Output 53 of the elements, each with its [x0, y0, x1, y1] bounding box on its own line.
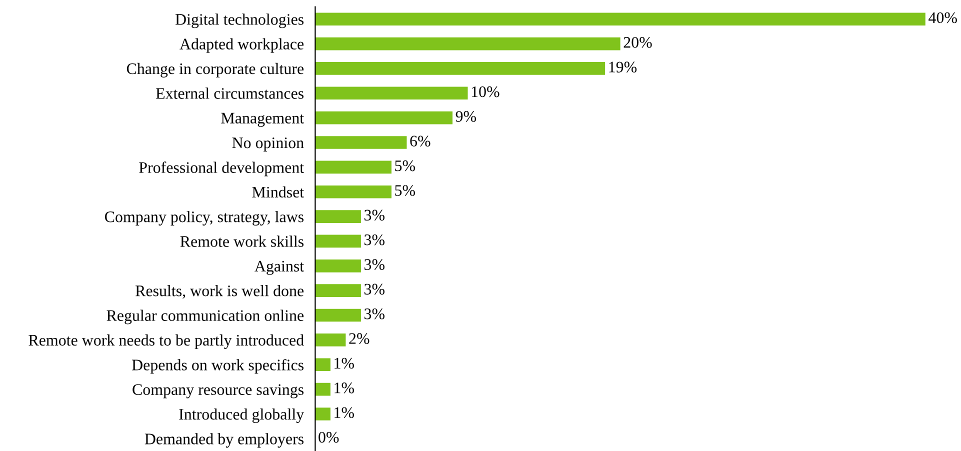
- y-tick-label: Management: [221, 112, 304, 127]
- bar: [315, 12, 926, 26]
- bar: [315, 358, 330, 372]
- y-tick-label: Introduced globally: [179, 408, 304, 423]
- data-label: 19%: [609, 62, 637, 73]
- y-tick-label: Remote work skills: [180, 236, 304, 247]
- bar: [315, 234, 361, 248]
- y-tick-label: Results, work is well done: [136, 285, 304, 299]
- bar: [315, 408, 330, 420]
- data-label: 3%: [364, 210, 384, 221]
- y-tick-label: Change in corporate culture: [126, 62, 304, 78]
- bar: [315, 185, 392, 198]
- bar: [315, 160, 392, 174]
- data-label: 5%: [395, 160, 416, 172]
- bar: [315, 86, 468, 100]
- y-tick-label: Digital technologies: [175, 14, 304, 28]
- bar: [315, 37, 620, 50]
- bar: [315, 334, 346, 346]
- y-tick-label: Mindset: [252, 186, 304, 198]
- y-tick-label: Adapted workplace: [180, 38, 304, 53]
- bar: [315, 210, 361, 223]
- data-label: 3%: [364, 234, 384, 246]
- y-tick-label: Company policy, strategy, laws: [104, 211, 304, 226]
- data-label: 1%: [334, 407, 354, 418]
- bar: [315, 259, 361, 272]
- data-label: 6%: [410, 136, 430, 147]
- data-label: 40%: [928, 12, 957, 24]
- data-label: 1%: [334, 358, 354, 369]
- data-label: 9%: [456, 111, 476, 122]
- data-label: 1%: [334, 382, 354, 394]
- bar: [315, 284, 361, 297]
- y-tick-label: Regular communication online: [106, 310, 304, 324]
- bar: [315, 382, 330, 396]
- y-tick-label: Against: [254, 260, 304, 275]
- data-label: 5%: [395, 185, 416, 196]
- data-label: 10%: [472, 86, 500, 98]
- data-label: 2%: [349, 333, 370, 344]
- bar: [315, 62, 606, 75]
- data-label: 20%: [624, 37, 652, 48]
- y-tick-label: Professional development: [139, 162, 304, 176]
- data-label: 3%: [364, 284, 384, 295]
- y-tick-label: External circumstances: [156, 88, 304, 99]
- bar: [315, 308, 361, 322]
- y-tick-label: No opinion: [232, 137, 304, 152]
- data-label: 3%: [364, 259, 384, 270]
- data-label: 3%: [364, 308, 384, 320]
- bar: [315, 111, 453, 124]
- bar: [315, 136, 407, 149]
- y-tick-label: Company resource savings: [132, 384, 304, 398]
- data-label: 0%: [318, 432, 339, 443]
- y-tick-label: Depends on work specifics: [132, 359, 304, 374]
- y-tick-label: Remote work needs to be partly introduced: [28, 334, 304, 349]
- y-tick-label: Demanded by employers: [144, 433, 304, 448]
